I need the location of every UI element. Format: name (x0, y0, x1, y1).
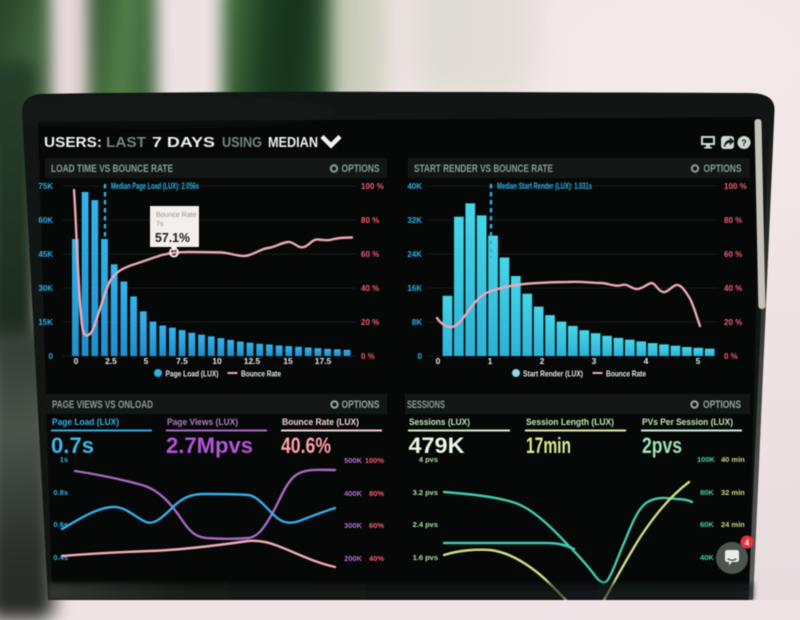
svg-text:3: 3 (592, 356, 597, 366)
svg-text:7 DAYS: 7 DAYS (152, 134, 215, 151)
svg-text:12.5: 12.5 (244, 356, 261, 366)
svg-text:MEDIAN: MEDIAN (268, 134, 318, 151)
svg-text:57.1%: 57.1% (155, 231, 190, 245)
svg-text:1s: 1s (60, 455, 68, 464)
svg-text:Page Load (LUX): Page Load (LUX) (52, 417, 119, 428)
svg-text:60%: 60% (369, 521, 384, 530)
svg-text:PAGE VIEWS VS ONLOAD: PAGE VIEWS VS ONLOAD (52, 399, 153, 411)
svg-text:75K: 75K (38, 182, 53, 191)
svg-text:Page Load (LUX): Page Load (LUX) (166, 369, 219, 379)
svg-text:40%: 40% (369, 554, 384, 563)
svg-text:30K: 30K (38, 284, 53, 293)
svg-text:40K: 40K (700, 553, 714, 562)
svg-text:Page Views (LUX): Page Views (LUX) (167, 417, 238, 428)
svg-text:45K: 45K (38, 250, 53, 259)
svg-text:60K: 60K (38, 216, 53, 225)
svg-text:5: 5 (696, 356, 701, 366)
svg-text:1: 1 (488, 356, 493, 366)
svg-text:0: 0 (436, 356, 441, 366)
svg-text:20 %: 20 % (361, 318, 379, 327)
svg-text:32K: 32K (407, 216, 422, 225)
svg-text:Bounce Rate: Bounce Rate (606, 369, 646, 379)
svg-text:OPTIONS: OPTIONS (704, 163, 742, 175)
svg-text:OPTIONS: OPTIONS (342, 399, 380, 411)
svg-text:40K: 40K (407, 182, 422, 191)
svg-text:15: 15 (283, 356, 293, 366)
svg-text:100%: 100% (365, 456, 385, 465)
svg-text:24 min: 24 min (721, 520, 745, 529)
svg-text:100 %: 100 % (361, 182, 384, 191)
svg-text:2.4 pvs: 2.4 pvs (413, 520, 438, 529)
svg-text:80K: 80K (700, 488, 714, 497)
svg-text:OPTIONS: OPTIONS (342, 163, 380, 175)
svg-text:4: 4 (745, 539, 750, 548)
svg-text:60 %: 60 % (361, 250, 379, 259)
svg-text:Bounce Rate: Bounce Rate (241, 369, 281, 379)
svg-text:LOAD TIME VS BOUNCE RATE: LOAD TIME VS BOUNCE RATE (51, 163, 173, 175)
svg-text:10: 10 (212, 356, 222, 366)
svg-text:Sessions (LUX): Sessions (LUX) (409, 417, 470, 428)
svg-text:17min: 17min (526, 433, 571, 458)
svg-text:500K: 500K (344, 456, 363, 465)
svg-text:Bounce Rate: Bounce Rate (156, 212, 197, 219)
svg-text:24K: 24K (407, 250, 422, 259)
svg-text:15K: 15K (38, 318, 53, 327)
svg-text:60K: 60K (700, 520, 714, 529)
svg-text:USING: USING (222, 134, 262, 151)
svg-text:100 %: 100 % (724, 182, 747, 191)
svg-text:4: 4 (644, 356, 649, 366)
svg-text:100K: 100K (697, 455, 716, 464)
svg-text:2.5: 2.5 (105, 356, 117, 366)
svg-text:479K: 479K (409, 433, 465, 458)
svg-text:32 min: 32 min (721, 488, 745, 497)
svg-text:Median Page Load (LUX): 2.056s: Median Page Load (LUX): 2.056s (111, 181, 199, 191)
svg-text:Bounce Rate (LUX): Bounce Rate (LUX) (282, 417, 359, 428)
svg-text:2.7Mpvs: 2.7Mpvs (166, 433, 253, 458)
svg-text:40.6%: 40.6% (281, 433, 331, 458)
svg-text:80 %: 80 % (724, 216, 742, 225)
svg-text:OPTIONS: OPTIONS (703, 399, 741, 411)
svg-text:2: 2 (540, 356, 545, 366)
svg-text:17.5: 17.5 (315, 356, 332, 366)
svg-text:0 %: 0 % (724, 352, 738, 361)
svg-text:60 %: 60 % (724, 250, 742, 259)
svg-text:200K: 200K (344, 554, 363, 563)
svg-text:0: 0 (74, 356, 79, 366)
svg-text:4 pvs: 4 pvs (419, 455, 438, 464)
svg-text:0.4s: 0.4s (53, 553, 68, 562)
svg-text:Session Length (LUX): Session Length (LUX) (526, 417, 614, 428)
svg-text:USERS:: USERS: (44, 134, 102, 151)
svg-text:Median Start Render (LUX): 1.0: Median Start Render (LUX): 1.031s (497, 181, 592, 191)
svg-text:0.6s: 0.6s (53, 520, 68, 529)
svg-text:7s: 7s (156, 221, 164, 228)
svg-text:16K: 16K (407, 284, 422, 293)
svg-text:40 min: 40 min (721, 455, 745, 464)
svg-text:0: 0 (418, 352, 423, 361)
svg-text:2pvs: 2pvs (642, 433, 682, 458)
svg-text:5: 5 (144, 356, 149, 366)
svg-text:LAST: LAST (106, 134, 146, 151)
svg-text:80%: 80% (369, 489, 384, 498)
svg-text:3.2 pvs: 3.2 pvs (413, 488, 438, 497)
svg-text:80 %: 80 % (361, 216, 379, 225)
svg-text:40 %: 40 % (361, 284, 379, 293)
svg-text:400K: 400K (344, 489, 363, 498)
svg-text:PVs Per Session (LUX): PVs Per Session (LUX) (642, 417, 733, 428)
svg-text:1.6 pvs: 1.6 pvs (413, 553, 438, 562)
svg-text:0 %: 0 % (361, 352, 375, 361)
svg-text:40 %: 40 % (724, 284, 742, 293)
svg-text:0.8s: 0.8s (53, 488, 68, 497)
svg-text:START RENDER VS BOUNCE RATE: START RENDER VS BOUNCE RATE (414, 163, 553, 175)
svg-text:SESSIONS: SESSIONS (407, 399, 445, 411)
svg-text:20 %: 20 % (724, 318, 742, 327)
svg-text:7.5: 7.5 (176, 356, 188, 366)
svg-text:0: 0 (49, 352, 54, 361)
svg-text:300K: 300K (344, 521, 363, 530)
svg-text:8K: 8K (412, 318, 422, 327)
svg-text:?: ? (741, 138, 747, 148)
svg-text:Start Render (LUX): Start Render (LUX) (523, 369, 583, 379)
svg-text:0.7s: 0.7s (51, 433, 94, 458)
